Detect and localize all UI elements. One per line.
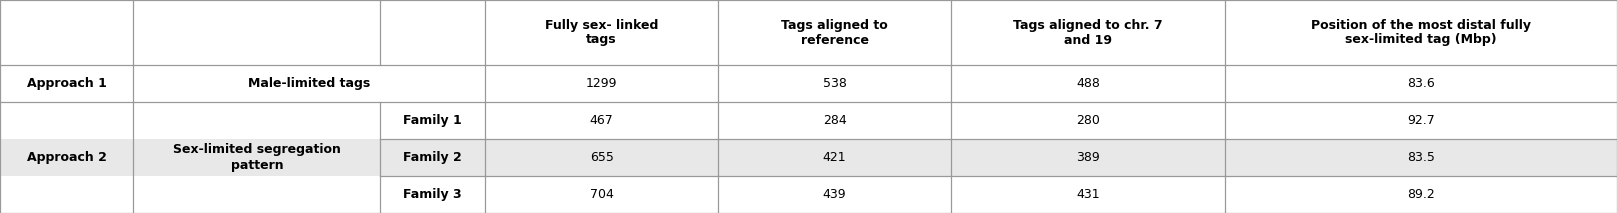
Bar	[133, 102, 380, 139]
Bar	[951, 102, 1224, 139]
Text: 655: 655	[590, 151, 613, 164]
Bar	[485, 102, 718, 139]
Text: Male-limited tags: Male-limited tags	[247, 77, 370, 90]
Bar	[951, 176, 1224, 213]
Bar	[485, 176, 718, 213]
Bar	[133, 176, 380, 213]
Bar	[718, 139, 951, 176]
Text: 439: 439	[823, 188, 846, 201]
Text: Sex-limited segregation
pattern: Sex-limited segregation pattern	[173, 144, 341, 171]
Text: Family 1: Family 1	[403, 114, 462, 127]
Bar	[1224, 102, 1617, 139]
Text: 421: 421	[823, 151, 846, 164]
Text: 704: 704	[590, 188, 613, 201]
Text: 89.2: 89.2	[1407, 188, 1434, 201]
Bar	[951, 65, 1224, 102]
Text: Approach 2: Approach 2	[26, 151, 107, 164]
Text: 1299: 1299	[585, 77, 618, 90]
Text: Tags aligned to
reference: Tags aligned to reference	[781, 19, 888, 46]
Bar	[718, 0, 951, 65]
Bar	[0, 102, 133, 213]
Text: Approach 1: Approach 1	[26, 77, 107, 90]
Bar	[380, 0, 485, 65]
Bar	[1224, 139, 1617, 176]
Bar	[0, 0, 133, 65]
Bar	[0, 102, 133, 139]
Text: 284: 284	[823, 114, 847, 127]
Text: Position of the most distal fully
sex-limited tag (Mbp): Position of the most distal fully sex-li…	[1311, 19, 1531, 46]
Bar	[0, 139, 133, 176]
Bar	[0, 176, 133, 213]
Text: 431: 431	[1075, 188, 1100, 201]
Bar	[133, 139, 380, 176]
Bar	[0, 65, 133, 102]
Bar	[1224, 65, 1617, 102]
Text: 83.5: 83.5	[1407, 151, 1434, 164]
Bar	[485, 0, 718, 65]
Bar	[133, 0, 380, 65]
Bar	[485, 139, 718, 176]
Bar	[1224, 0, 1617, 65]
Text: Fully sex- linked
tags: Fully sex- linked tags	[545, 19, 658, 46]
Bar	[718, 176, 951, 213]
Text: 83.6: 83.6	[1407, 77, 1434, 90]
Text: 488: 488	[1075, 77, 1100, 90]
Bar	[718, 65, 951, 102]
Text: 467: 467	[590, 114, 613, 127]
Bar	[718, 102, 951, 139]
Bar	[1224, 176, 1617, 213]
Bar	[380, 139, 485, 176]
Bar	[485, 65, 718, 102]
Bar	[951, 0, 1224, 65]
Bar	[380, 176, 485, 213]
Bar	[133, 102, 380, 213]
Text: Family 2: Family 2	[403, 151, 462, 164]
Bar	[380, 102, 485, 139]
Text: 538: 538	[823, 77, 847, 90]
Text: 280: 280	[1075, 114, 1100, 127]
Text: 92.7: 92.7	[1407, 114, 1434, 127]
Text: Tags aligned to chr. 7
and 19: Tags aligned to chr. 7 and 19	[1014, 19, 1163, 46]
Bar	[951, 139, 1224, 176]
Text: Family 3: Family 3	[404, 188, 462, 201]
Text: 389: 389	[1075, 151, 1100, 164]
Bar	[133, 65, 485, 102]
